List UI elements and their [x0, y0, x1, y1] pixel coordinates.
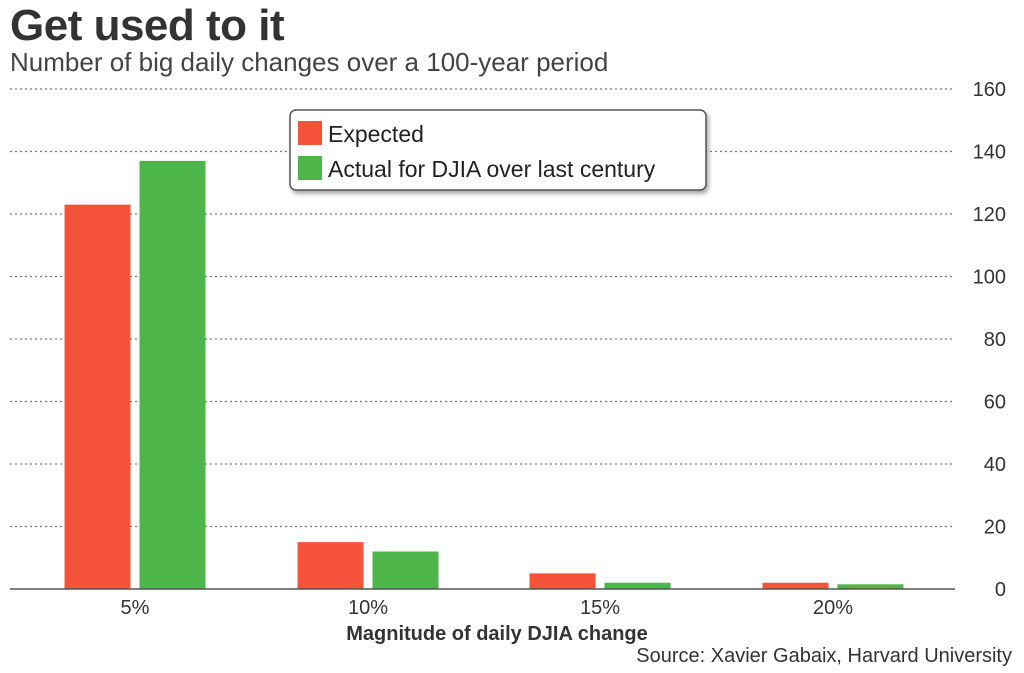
x-tick-label: 15% — [580, 597, 620, 619]
y-tick-label: 120 — [973, 204, 1006, 226]
bar-actual — [604, 582, 671, 589]
y-tick-label: 40 — [984, 454, 1006, 476]
chart-title: Get used to it — [10, 1, 285, 50]
legend-label: Expected — [328, 121, 424, 147]
legend-swatch — [298, 121, 322, 145]
bar-expected — [529, 573, 596, 589]
bars — [64, 160, 904, 589]
x-tick-label: 5% — [121, 597, 150, 619]
bar-actual — [139, 160, 206, 589]
chart-subtitle: Number of big daily changes over a 100-y… — [10, 47, 609, 77]
y-tick-label: 60 — [984, 392, 1006, 414]
bar-expected — [64, 204, 131, 589]
y-tick-label: 100 — [973, 267, 1006, 289]
legend-label: Actual for DJIA over last century — [328, 156, 656, 182]
y-tick-label: 0 — [995, 579, 1006, 601]
bar-actual — [837, 584, 904, 589]
bar-actual — [372, 551, 439, 589]
legend-swatch — [298, 156, 322, 180]
bar-expected — [297, 542, 364, 589]
y-tick-label: 140 — [973, 142, 1006, 164]
legend-box — [289, 109, 707, 191]
y-tick-label: 80 — [984, 329, 1006, 351]
y-axis-ticks: 0 20 40 60 80 100 120 140 160 — [973, 79, 1006, 601]
x-tick-label: 20% — [813, 597, 853, 619]
x-axis-title: Magnitude of daily DJIA change — [346, 623, 648, 645]
y-tick-label: 20 — [984, 517, 1006, 539]
x-axis-ticks: 5% 10% 15% 20% — [121, 597, 854, 619]
source-note: Source: Xavier Gabaix, Harvard Universit… — [636, 645, 1012, 667]
legend: Expected Actual for DJIA over last centur… — [289, 109, 707, 191]
bar-expected — [762, 582, 829, 589]
x-tick-label: 10% — [348, 597, 388, 619]
y-tick-label: 160 — [973, 79, 1006, 101]
